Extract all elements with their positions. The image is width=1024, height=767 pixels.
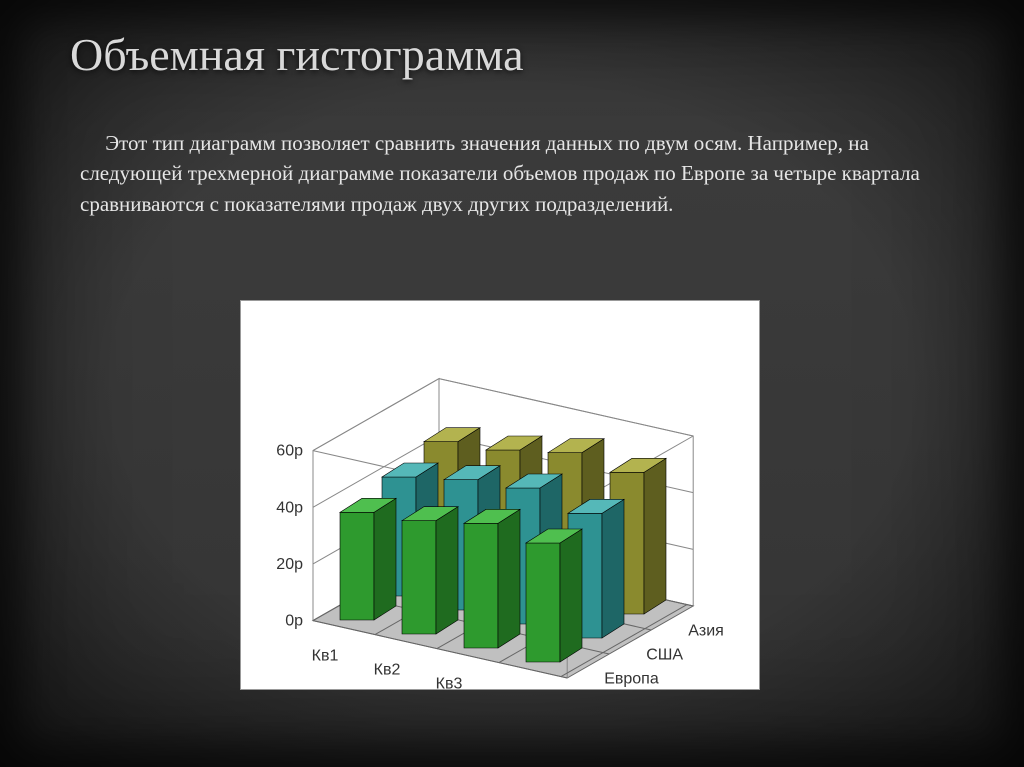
svg-text:Кв3: Кв3 [436,675,463,690]
svg-text:60р: 60р [276,443,303,460]
svg-text:40р: 40р [276,499,303,516]
chart-3d-histogram: 0р 20р 40р 60р Кв1 Кв2 Кв3 Кв4 Европа США Азия [240,300,760,690]
svg-text:Азия: Азия [688,622,724,639]
svg-text:Европа: Европа [604,670,659,687]
slide: { "title": "Объемная гистограмма", "desc… [0,0,1024,767]
svg-text:0р: 0р [285,613,303,630]
svg-text:Кв1: Кв1 [312,647,339,664]
svg-text:Кв2: Кв2 [374,661,401,678]
svg-text:20р: 20р [276,556,303,573]
svg-text:Кв4: Кв4 [498,689,525,690]
slide-description: Этот тип диаграмм позволяет сравнить зна… [80,128,934,219]
slide-title: Объемная гистограмма [70,28,524,81]
svg-text:США: США [646,646,683,663]
